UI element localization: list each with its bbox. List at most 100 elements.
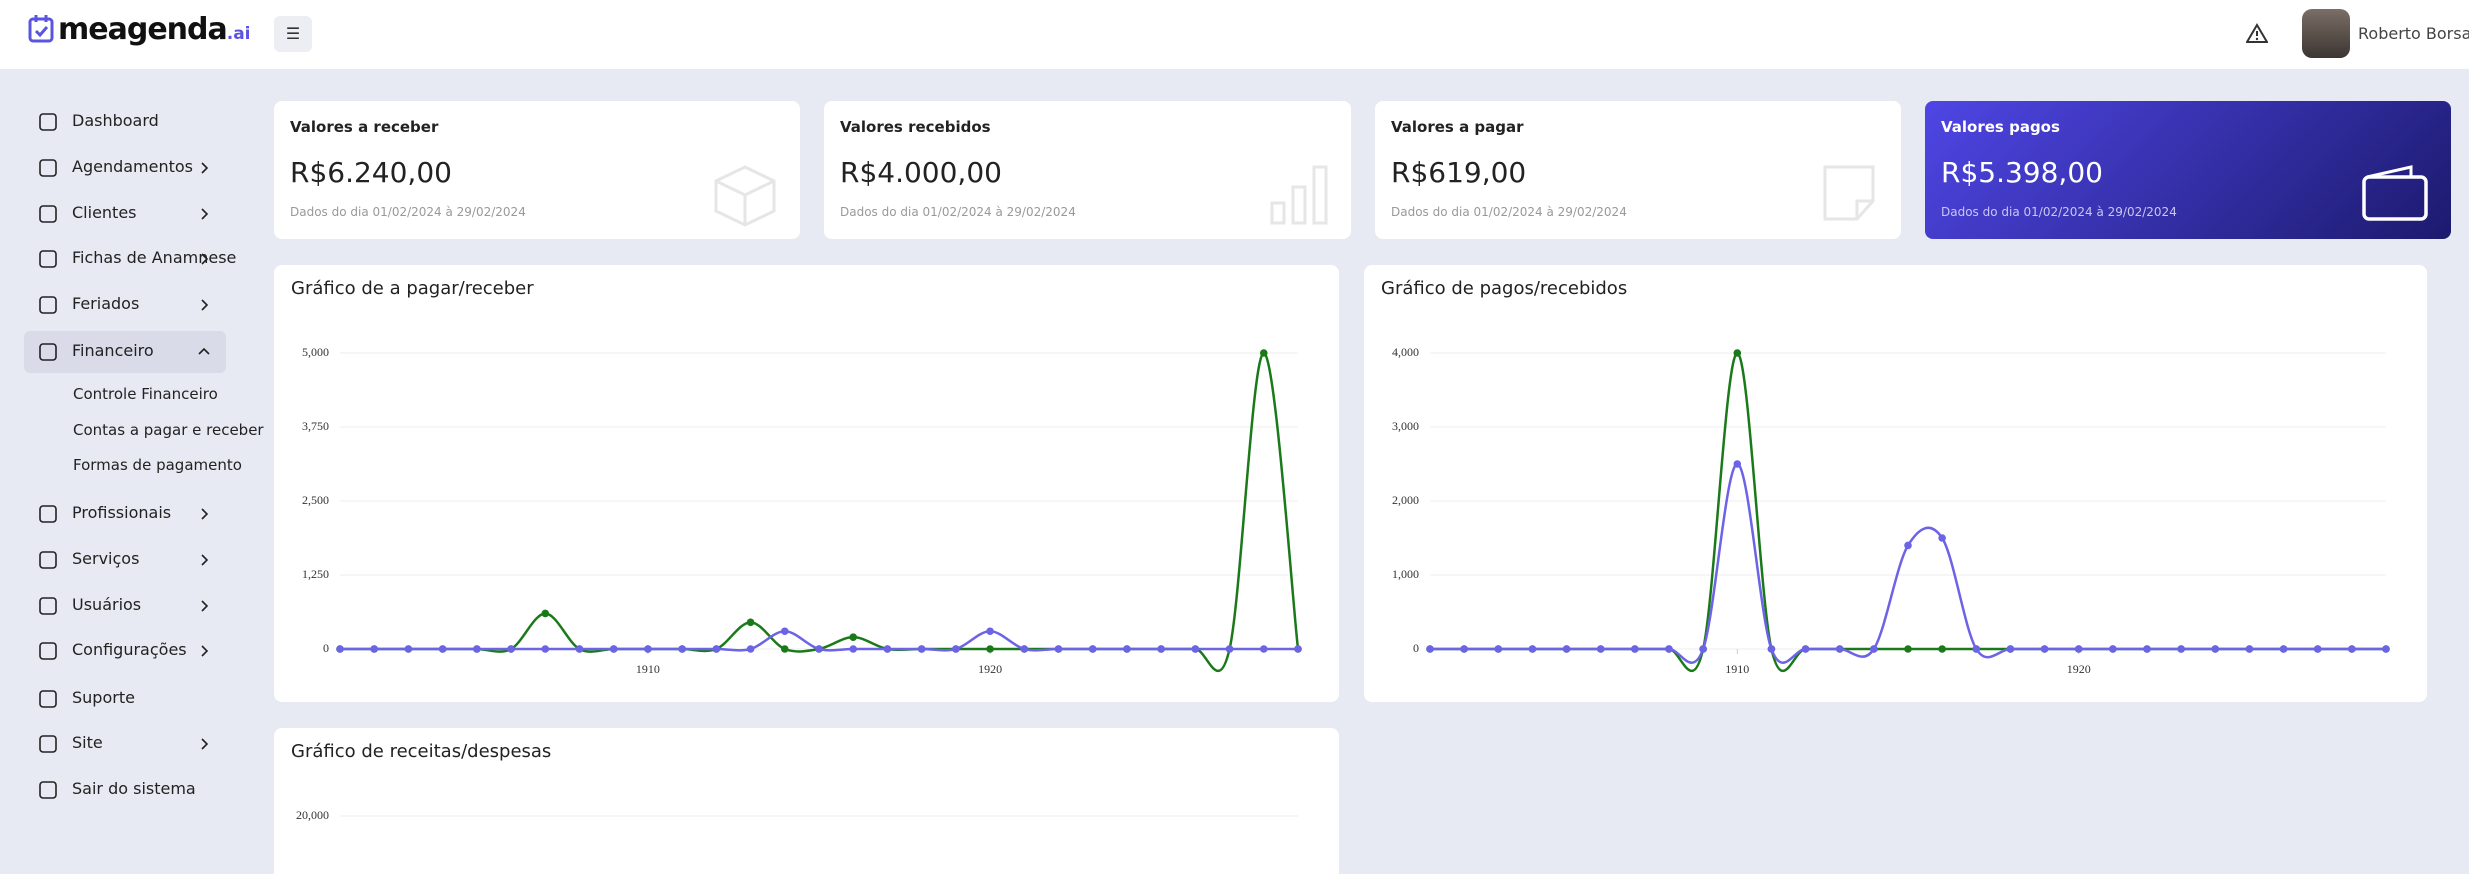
x-tick-label: 1920 — [2067, 662, 2091, 676]
data-point — [1157, 645, 1165, 653]
nav-item[interactable]: Serviços — [72, 549, 140, 568]
data-point — [2177, 645, 2185, 653]
data-point — [404, 645, 413, 653]
data-point — [1835, 645, 1844, 653]
nav-item[interactable]: Feriados — [72, 294, 140, 313]
data-point — [1225, 645, 1234, 653]
data-point — [2040, 645, 2049, 653]
data-point — [1596, 645, 1605, 653]
card-period: Dados do dia 01/02/2024 à 29/02/2024 — [1391, 205, 1627, 219]
card-period: Dados do dia 01/02/2024 à 29/02/2024 — [290, 205, 526, 219]
data-point — [370, 645, 379, 653]
data-point — [336, 645, 344, 653]
data-point — [1123, 645, 1131, 653]
chart-panel: Gráfico de a pagar/receber — [274, 265, 1339, 702]
data-point — [1460, 645, 1468, 653]
y-tick-label: 3,000 — [1392, 419, 1419, 433]
data-point — [609, 645, 618, 653]
card: Valores pagos R$5.398,00 Dados do dia 01… — [1925, 101, 2451, 239]
data-point — [2348, 645, 2356, 653]
data-point — [986, 645, 994, 653]
nav-icon — [39, 296, 57, 314]
y-tick-label: 1,250 — [302, 567, 329, 581]
data-point — [1801, 645, 1810, 653]
data-point — [541, 645, 550, 653]
user-name[interactable]: Roberto Borsatti — [2358, 24, 2469, 43]
nav-item[interactable]: Dashboard — [72, 111, 159, 130]
card: Valores a pagar R$619,00 Dados do dia 01… — [1375, 101, 1901, 239]
alert-icon[interactable] — [2246, 23, 2268, 43]
y-tick-label: 2,000 — [1392, 493, 1419, 507]
menu-toggle[interactable]: ☰ — [274, 16, 312, 52]
nav-item[interactable]: Suporte — [72, 688, 135, 707]
series-line — [1430, 351, 2386, 673]
submenu-item[interactable]: Formas de pagamento — [73, 456, 242, 474]
nav-item[interactable]: Agendamentos — [72, 157, 194, 176]
card-title: Valores pagos — [1941, 118, 2060, 136]
active-item-bg — [24, 331, 226, 373]
note-icon — [1823, 165, 1875, 221]
submenu-item[interactable]: Controle Financeiro — [73, 385, 218, 403]
data-point — [2211, 645, 2220, 653]
data-point — [849, 645, 858, 653]
data-point — [473, 645, 481, 653]
top-bar: meagenda.ai ☰ Roberto Borsatti — [0, 0, 2469, 69]
avatar[interactable] — [2302, 9, 2350, 58]
chart-panel: Gráfico de pagos/recebidos — [1364, 265, 2427, 702]
data-point — [644, 645, 652, 653]
nav-item[interactable]: Configurações — [72, 640, 187, 659]
data-point — [1767, 645, 1776, 653]
data-point — [507, 645, 515, 653]
chevron — [201, 208, 209, 220]
data-point — [2143, 645, 2151, 653]
nav-icon — [39, 159, 57, 177]
nav-item[interactable]: Clientes — [72, 203, 137, 222]
chevron — [201, 162, 209, 174]
nav-icon — [39, 597, 57, 615]
submenu-item[interactable]: Contas a pagar e receber — [73, 421, 264, 439]
data-point — [2382, 645, 2390, 653]
data-point — [1665, 645, 1673, 653]
nav-item[interactable]: Sair do sistema — [72, 779, 196, 798]
data-point — [849, 633, 858, 641]
chevron — [201, 554, 209, 566]
nav-item[interactable]: Fichas de Anamnese — [72, 248, 237, 267]
nav-item[interactable]: Site — [72, 733, 103, 752]
data-point — [746, 645, 755, 653]
data-point — [815, 645, 823, 653]
nav-item[interactable]: Financeiro — [72, 341, 154, 360]
data-point — [952, 645, 960, 653]
y-tick-label: 20,000 — [296, 808, 329, 822]
y-tick-label: 0 — [323, 641, 329, 655]
data-point — [1259, 349, 1268, 357]
x-tick-label: 1920 — [978, 662, 1002, 676]
data-point — [1631, 645, 1639, 653]
y-tick-label: 5,000 — [302, 345, 329, 359]
chevron — [201, 253, 209, 265]
nav-icon — [39, 205, 57, 223]
data-point — [1562, 645, 1571, 653]
nav-item[interactable]: Profissionais — [72, 503, 172, 522]
y-tick-label: 0 — [1413, 641, 1419, 655]
data-point — [1054, 645, 1063, 653]
data-point — [986, 627, 994, 636]
nav-icon — [39, 505, 57, 523]
data-point — [1904, 541, 1912, 550]
data-point — [1494, 645, 1503, 653]
card-value: R$5.398,00 — [1941, 156, 2103, 189]
bars-icon — [1270, 165, 1328, 225]
card: Valores a receber R$6.240,00 Dados do di… — [274, 101, 800, 239]
box-icon — [714, 165, 776, 227]
data-point — [746, 618, 755, 627]
nav-item[interactable]: Usuários — [72, 595, 142, 614]
data-point — [1191, 645, 1200, 653]
data-point — [1938, 645, 1946, 653]
data-point — [678, 645, 686, 653]
data-point — [541, 609, 550, 618]
logo-icon — [28, 15, 54, 43]
card-title: Valores a receber — [290, 118, 439, 136]
x-tick-label: 1910 — [1725, 662, 1749, 676]
data-point — [1528, 645, 1537, 653]
card: Valores recebidos R$4.000,00 Dados do di… — [824, 101, 1351, 239]
